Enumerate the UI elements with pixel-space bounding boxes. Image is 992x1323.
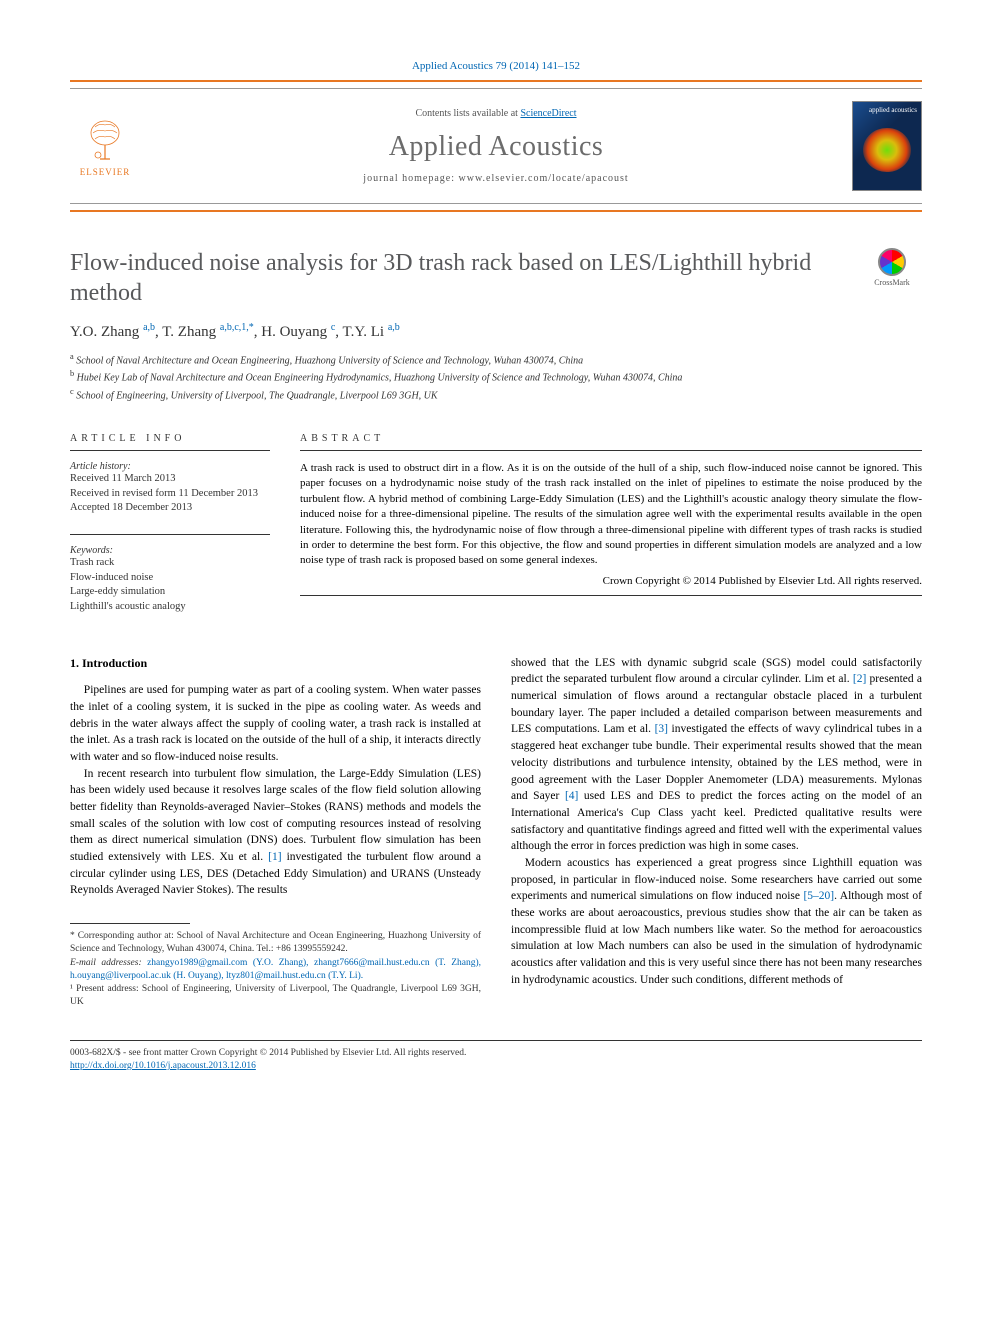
abstract-copyright: Crown Copyright © 2014 Published by Else… [300,575,922,587]
ref-link[interactable]: [2] [853,673,866,685]
keywords-text: Trash rackFlow-induced noiseLarge-eddy s… [70,556,270,615]
abstract-head: ABSTRACT [300,433,922,444]
article-title: Flow-induced noise analysis for 3D trash… [70,248,842,308]
affiliations: a School of Naval Architecture and Ocean… [70,351,922,403]
intro-heading: 1. Introduction [70,655,481,672]
cover-swirl-icon [863,128,911,172]
sciencedirect-link[interactable]: ScienceDirect [520,108,576,119]
body-paragraph: Pipelines are used for pumping water as … [70,682,481,765]
article-info-head: ARTICLE INFO [70,433,270,444]
journal-reference: Applied Acoustics 79 (2014) 141–152 [70,60,922,72]
footnote-divider [70,923,190,924]
header-center: Contents lists available at ScienceDirec… [140,108,852,184]
bottom-divider [70,1040,922,1041]
info-divider-1 [70,450,270,451]
orange-divider [70,210,922,212]
keyword-line: Lighthill's acoustic analogy [70,600,270,615]
body-paragraph: Modern acoustics has experienced a great… [511,855,922,988]
abstract-column: ABSTRACT A trash rack is used to obstruc… [300,433,922,615]
authors-line: Y.O. Zhang a,b, T. Zhang a,b,c,1,*, H. O… [70,322,922,341]
body-column-left: 1. Introduction Pipelines are used for p… [70,655,481,1010]
crossmark-text: CrossMark [862,278,922,287]
bottom-info: 0003-682X/$ - see front matter Crown Cop… [70,1047,922,1074]
footnote-present-address: ¹ Present address: School of Engineering… [70,983,481,1010]
history-line: Received in revised form 11 December 201… [70,487,270,502]
affiliation-line: a School of Naval Architecture and Ocean… [70,351,922,368]
top-divider [70,80,922,82]
elsevier-logo[interactable]: ELSEVIER [70,106,140,186]
header-box: ELSEVIER Contents lists available at Sci… [70,93,922,199]
contents-line: Contents lists available at ScienceDirec… [140,108,852,119]
elsevier-text: ELSEVIER [80,167,131,177]
keyword-line: Large-eddy simulation [70,585,270,600]
footnote-corresponding: * Corresponding author at: School of Nav… [70,930,481,957]
footnote-emails-label: E-mail addresses: [70,958,142,968]
keyword-line: Trash rack [70,556,270,571]
thin-divider-bottom [70,203,922,204]
body-column-right: showed that the LES with dynamic subgrid… [511,655,922,1010]
ref-link[interactable]: [4] [565,790,578,802]
bottom-line-1: 0003-682X/$ - see front matter Crown Cop… [70,1047,922,1060]
ref-link[interactable]: [3] [655,723,668,735]
journal-cover-thumb[interactable]: applied acoustics [852,101,922,191]
body-paragraph: In recent research into turbulent flow s… [70,766,481,899]
abstract-divider-top [300,450,922,451]
thin-divider-top [70,88,922,89]
body-paragraph: showed that the LES with dynamic subgrid… [511,655,922,855]
doi-link[interactable]: http://dx.doi.org/10.1016/j.apacoust.201… [70,1061,256,1071]
crossmark-badge[interactable]: CrossMark [862,248,922,287]
elsevier-tree-icon [80,115,130,165]
affiliation-line: c School of Engineering, University of L… [70,386,922,403]
contents-prefix: Contents lists available at [415,108,520,119]
abstract-divider-bottom [300,595,922,596]
abstract-text: A trash rack is used to obstruct dirt in… [300,461,922,569]
affiliation-line: b Hubei Key Lab of Naval Architecture an… [70,368,922,385]
journal-name: Applied Acoustics [140,131,852,163]
body-columns: 1. Introduction Pipelines are used for p… [70,655,922,1010]
keyword-line: Flow-induced noise [70,571,270,586]
keywords-label: Keywords: [70,545,270,556]
ref-link[interactable]: [5–20] [803,890,834,902]
article-info-column: ARTICLE INFO Article history: Received 1… [70,433,270,615]
history-text: Received 11 March 2013Received in revise… [70,472,270,516]
footnotes: * Corresponding author at: School of Nav… [70,930,481,1010]
footnote-emails: E-mail addresses: zhangyo1989@gmail.com … [70,957,481,984]
homepage-line: journal homepage: www.elsevier.com/locat… [140,173,852,184]
history-label: Article history: [70,461,270,472]
ref-link[interactable]: [1] [268,851,281,863]
info-divider-2 [70,534,270,535]
crossmark-icon [878,248,906,276]
cover-label: applied acoustics [869,106,917,114]
history-line: Accepted 18 December 2013 [70,501,270,516]
history-line: Received 11 March 2013 [70,472,270,487]
